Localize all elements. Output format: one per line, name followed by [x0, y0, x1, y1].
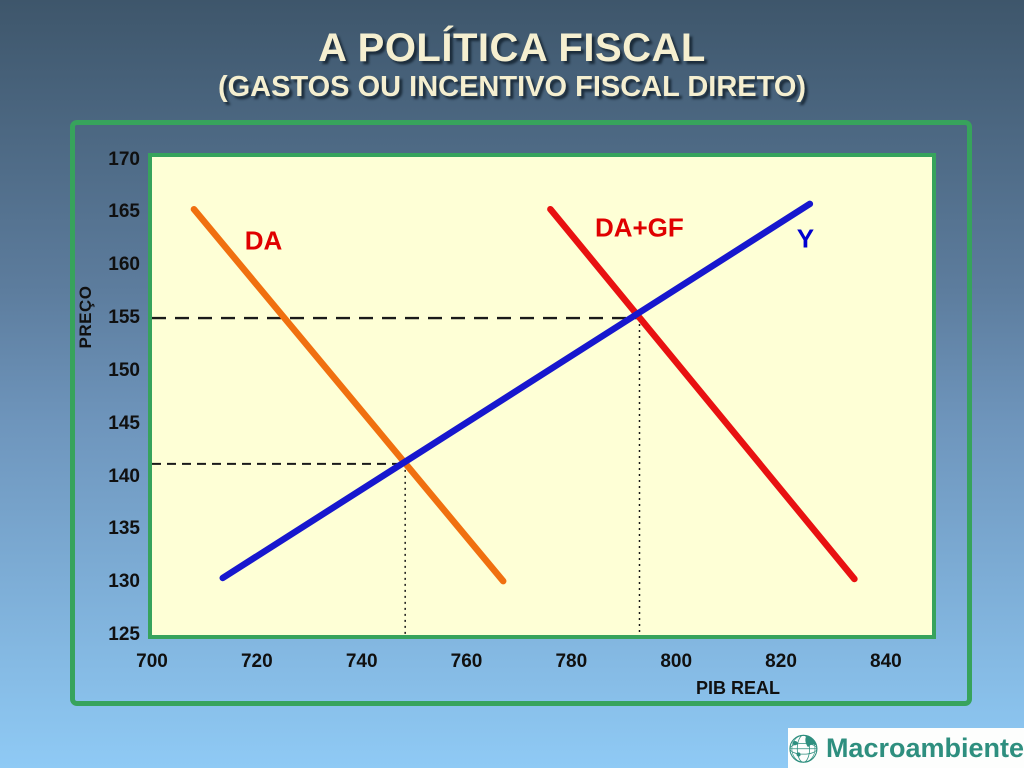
- title-line-1: A POLÍTICA FISCAL: [318, 26, 706, 70]
- series-line-DA: [190, 205, 507, 585]
- x-tick-label: 720: [240, 651, 273, 672]
- y-tick-label: 130: [108, 571, 140, 593]
- y-tick-label: 135: [108, 518, 140, 540]
- y-tick-label: 125: [108, 624, 140, 645]
- logo-badge: Macroambiente: [788, 728, 1024, 768]
- x-tick-label: 840: [870, 651, 902, 672]
- logo-text: Macroambiente: [825, 732, 1024, 763]
- y-tick-label: 160: [108, 254, 140, 276]
- title-line-2: (GASTOS OU INCENTIVO FISCAL DIRETO): [217, 70, 807, 103]
- y-tick-label: 140: [108, 465, 140, 487]
- chart-frame: [70, 120, 972, 706]
- series-label-Y: Y: [796, 223, 815, 254]
- y-tick-label: 165: [108, 201, 140, 223]
- chart-canvas: [152, 200, 858, 635]
- series-line-DA+GF: [547, 205, 858, 583]
- x-tick-label: 760: [450, 651, 483, 672]
- y-tick-label: 150: [108, 359, 140, 381]
- x-tick-label: 700: [136, 651, 168, 672]
- plot-area: DA DA+GF Y: [148, 153, 936, 639]
- series-label-DA: DA: [244, 225, 283, 256]
- x-tick-label: 780: [555, 651, 588, 672]
- x-tick-label: 740: [345, 651, 378, 672]
- series-line-Y: [219, 200, 814, 582]
- x-tick-label: 800: [660, 651, 693, 672]
- slide-title: A POLÍTICA FISCAL (GASTOS OU INCENTIVO F…: [0, 26, 1024, 103]
- x-axis-title: PIB REAL: [695, 678, 781, 698]
- y-tick-label: 155: [108, 307, 140, 329]
- series-label-DA+GF: DA+GF: [594, 212, 684, 243]
- y-tick-label: 145: [108, 412, 140, 434]
- globe-icon: [789, 734, 818, 763]
- x-tick-label: 820: [765, 651, 797, 672]
- y-tick-label: 170: [108, 148, 140, 170]
